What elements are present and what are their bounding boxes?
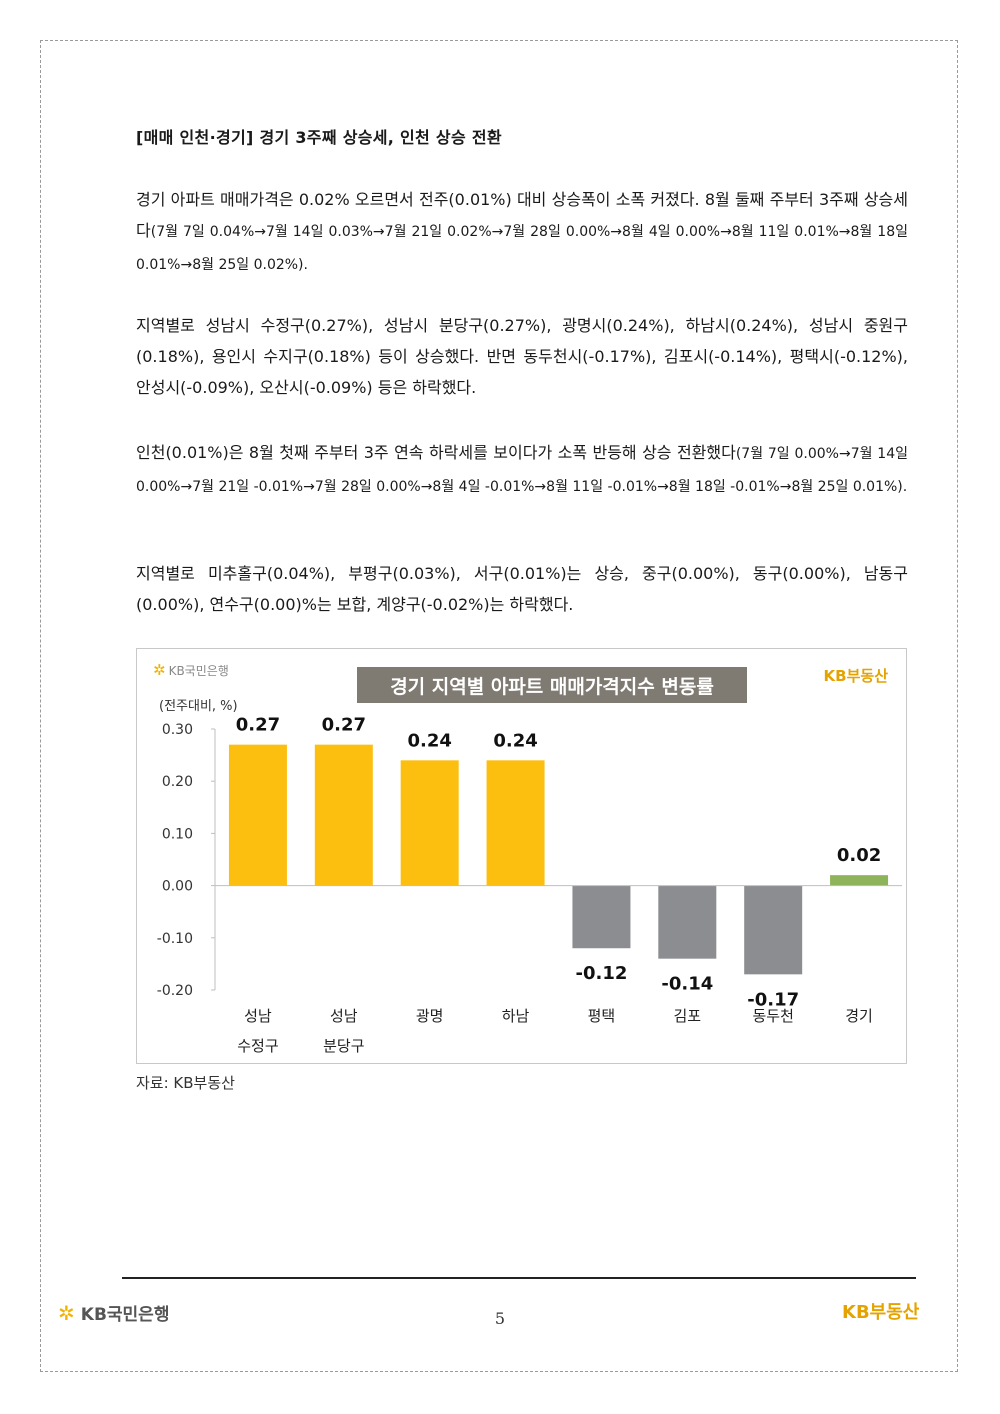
x-tick-label: 김포 [674, 1007, 702, 1025]
x-tick-label: 평택 [588, 1007, 616, 1025]
data-label: 0.02 [837, 845, 881, 866]
chart-logo-text: KB국민은행 [168, 663, 229, 678]
paragraph-gyeonggi-regions: 지역별로 성남시 수정구(0.27%), 성남시 분당구(0.27%), 광명시… [136, 310, 908, 403]
y-tick-label: 0.20 [162, 774, 193, 790]
page-number: 5 [494, 1309, 506, 1328]
chart-y-unit-label: (전주대비, %) [159, 699, 238, 714]
bar [228, 744, 287, 886]
bar [830, 875, 889, 886]
paragraph-text: 지역별로 성남시 수정구(0.27%), 성남시 분당구(0.27%), 광명시… [136, 316, 908, 397]
data-label: 0.24 [407, 730, 451, 751]
x-tick-label: 성남 [330, 1007, 358, 1025]
footer-logo-text: KB국민은행 [80, 1305, 170, 1325]
y-tick-label: 0.10 [162, 826, 193, 842]
paragraph-gyeonggi: 경기 아파트 매매가격은 0.02% 오르면서 전주(0.01%) 대비 상승폭… [136, 184, 908, 281]
data-label: -0.17 [747, 989, 799, 1010]
data-label: 0.27 [236, 715, 280, 736]
footer-logo-kb-realestate: KB부동산 [842, 1302, 920, 1323]
y-tick-label: 0.30 [162, 722, 193, 738]
paragraph-text: 경기 아파트 매매가격은 0.02% 오르면서 전주(0.01%) 대비 상승폭… [136, 190, 908, 240]
bar [400, 760, 459, 886]
bar [486, 760, 545, 886]
footer-logo-kb-bank: ✲ KB국민은행 [58, 1300, 170, 1326]
x-tick-label: 동두천 [752, 1007, 793, 1025]
paragraph-text: 지역별로 미추홀구(0.04%), 부평구(0.03%), 서구(0.01%)는… [136, 564, 908, 614]
x-tick-label: 광명 [416, 1007, 444, 1025]
page-border [40, 40, 958, 1372]
y-tick-label: -0.10 [157, 931, 193, 947]
data-label: 0.27 [322, 715, 366, 736]
x-tick-label: 경기 [845, 1007, 873, 1025]
section-heading: [매매 인천·경기] 경기 3주째 상승세, 인천 상승 전환 [136, 128, 502, 147]
data-label: -0.12 [575, 963, 627, 984]
data-label: -0.14 [661, 974, 713, 995]
paragraph-weekly-trend: (7월 7일 0.00%→7월 14일 0.00%→7월 21일 -0.01%→… [136, 446, 908, 495]
x-tick-label: 성남 [244, 1007, 272, 1025]
chart-source: 자료: KB부동산 [136, 1074, 235, 1092]
paragraph-weekly-trend: (7월 7일 0.04%→7월 14일 0.03%→7월 21일 0.02%→7… [136, 224, 908, 273]
chart-logo-kb-realestate: KB부동산 [823, 667, 888, 685]
x-tick-label: 수정구 [237, 1037, 278, 1055]
bar [572, 885, 631, 949]
y-tick-label: 0.00 [162, 879, 193, 895]
bar [314, 744, 373, 886]
paragraph-incheon-regions: 지역별로 미추홀구(0.04%), 부평구(0.03%), 서구(0.01%)는… [136, 558, 908, 620]
kb-star-icon: ✲ [58, 1300, 75, 1325]
chart-logo-kb-bank: ✲ KB국민은행 [153, 661, 229, 679]
x-tick-label: 하남 [502, 1007, 530, 1025]
footer-divider [122, 1277, 916, 1279]
y-tick-label: -0.20 [157, 983, 193, 999]
bar [658, 885, 717, 959]
bar [744, 885, 803, 975]
x-tick-label: 분당구 [323, 1037, 364, 1055]
data-label: 0.24 [493, 730, 537, 751]
chart-title: 경기 지역별 아파트 매매가격지수 변동률 [357, 667, 747, 703]
paragraph-incheon: 인천(0.01%)은 8월 첫째 주부터 3주 연속 하락세를 보이다가 소폭 … [136, 437, 908, 503]
kb-star-icon: ✲ [153, 661, 166, 679]
paragraph-text: 인천(0.01%)은 8월 첫째 주부터 3주 연속 하락세를 보이다가 소폭 … [136, 443, 736, 462]
